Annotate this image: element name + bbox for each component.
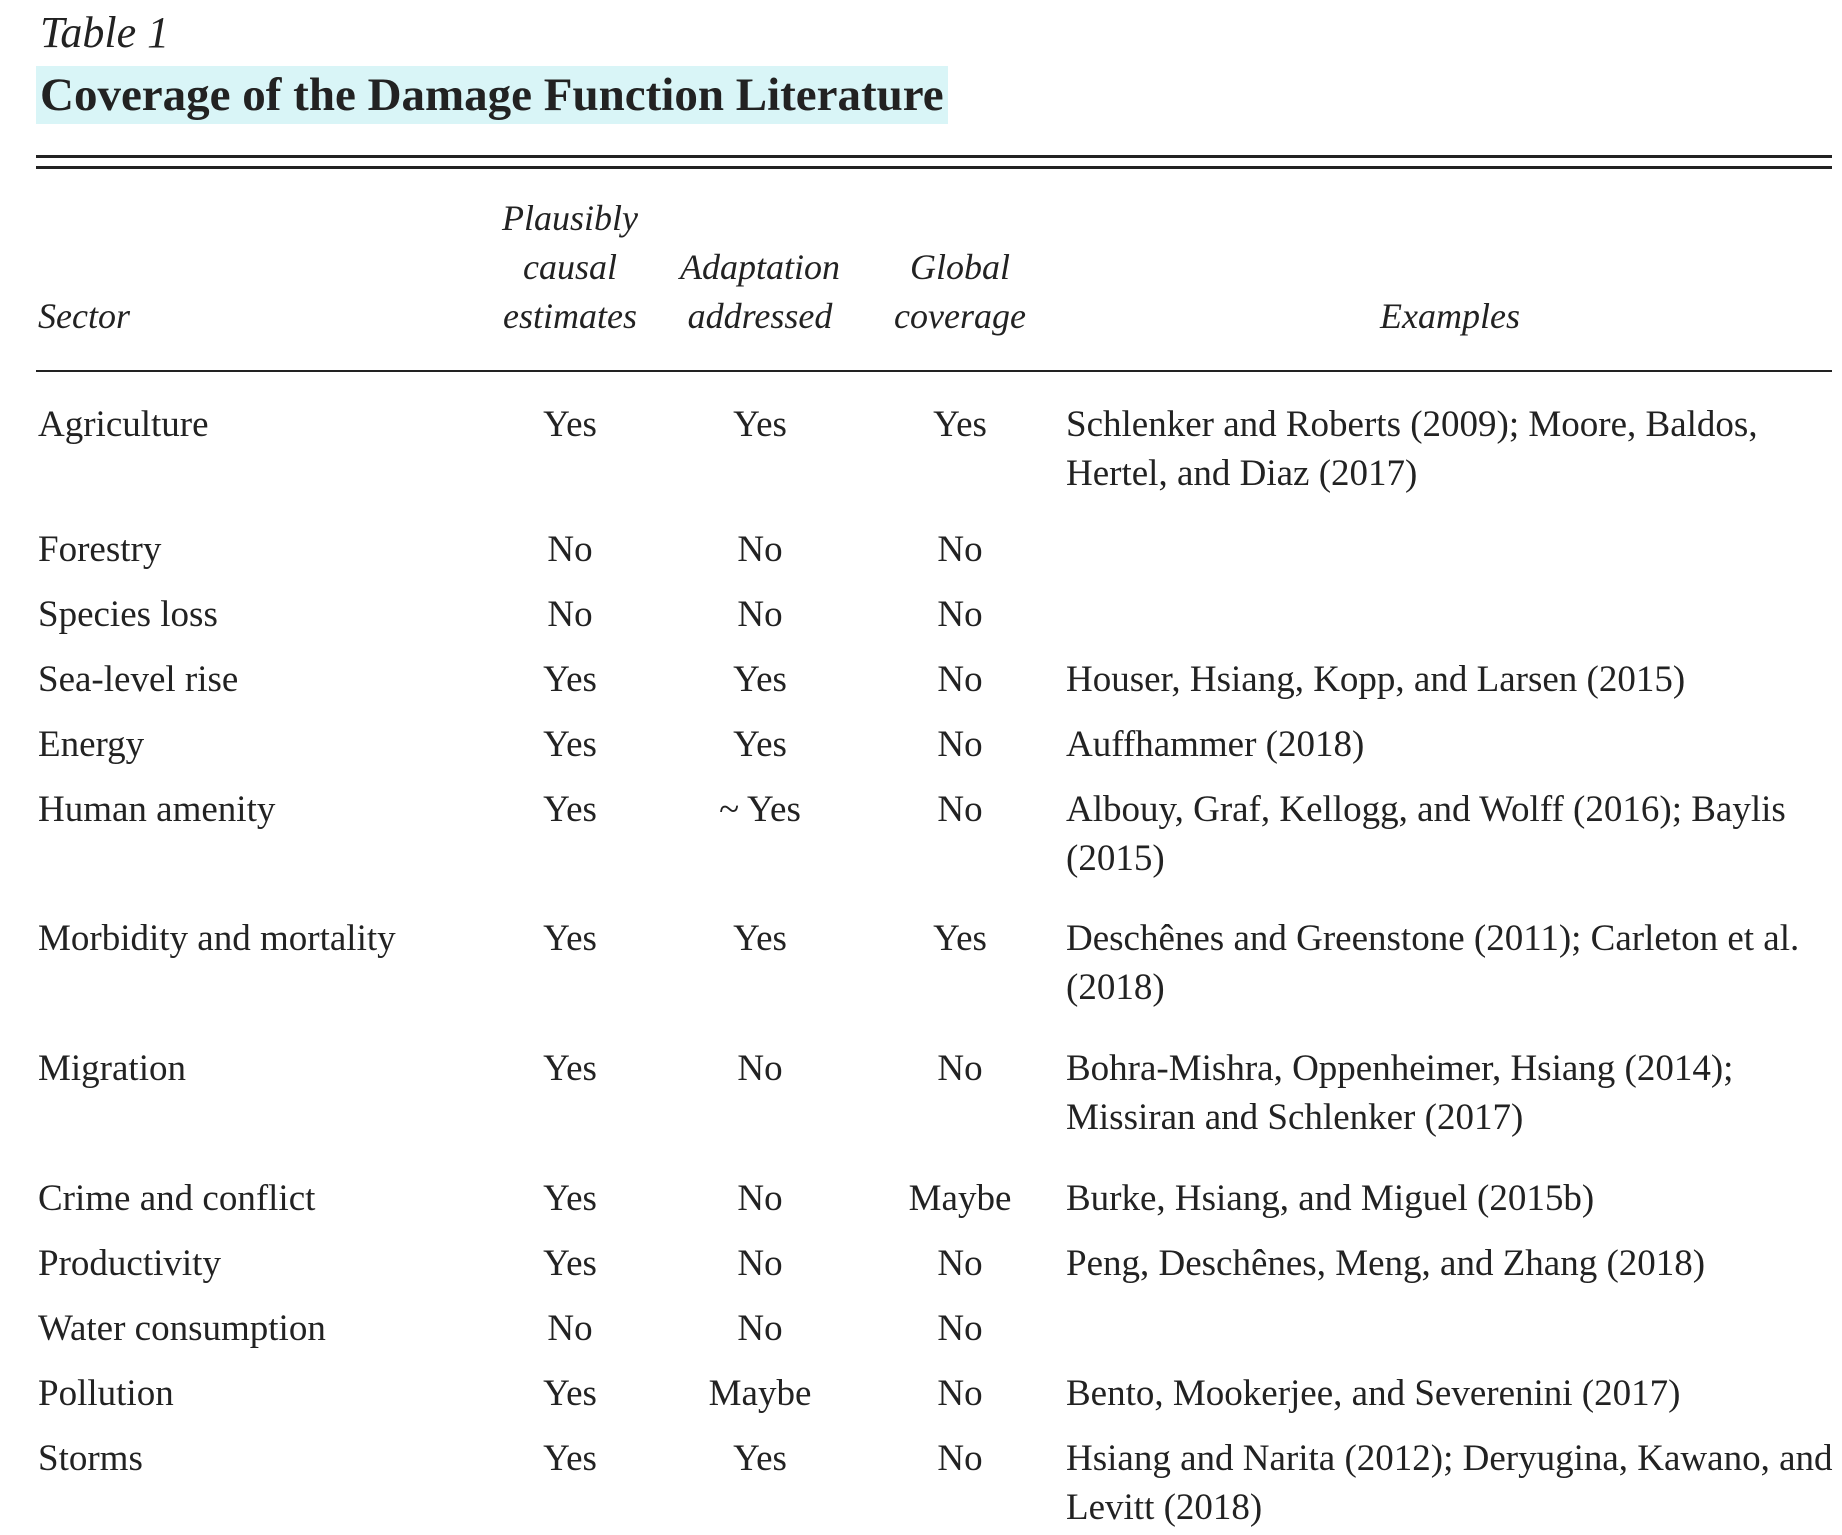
cell-sector: Human amenity <box>38 789 276 830</box>
cell-global: No <box>937 529 983 570</box>
header-global-coverage: Global coverage <box>880 243 1040 341</box>
cell-sector: Productivity <box>38 1243 221 1284</box>
cell-causal: No <box>547 594 593 635</box>
cell-global: No <box>937 594 983 635</box>
cell-sector: Water consumption <box>38 1308 326 1349</box>
header-causal-estimates: Plausibly causal estimates <box>480 194 660 341</box>
cell-adaptation: No <box>737 1178 783 1219</box>
cell-examples: Hsiang and Narita (2012); Deryugina, Kaw… <box>1066 1438 1833 1528</box>
header-examples-label: Examples <box>1380 296 1520 336</box>
cell-adaptation: No <box>737 594 783 635</box>
cell-causal: Yes <box>543 659 597 700</box>
cell-global: Yes <box>933 918 987 959</box>
cell-global: No <box>937 1373 983 1414</box>
cell-adaptation: Yes <box>733 1438 787 1479</box>
header-causal-line: Plausibly <box>502 198 638 238</box>
cell-examples: Bohra-Mishra, Oppenheimer, Hsiang (2014)… <box>1066 1048 1734 1138</box>
top-rule <box>36 155 1832 158</box>
header-global-line: Global <box>909 247 1010 287</box>
header-global-line: coverage <box>894 296 1026 336</box>
cell-adaptation: No <box>737 1048 783 1089</box>
cell-causal: Yes <box>543 918 597 959</box>
cell-adaptation: Yes <box>733 404 787 445</box>
cell-causal: Yes <box>543 789 597 830</box>
cell-causal: Yes <box>543 1438 597 1479</box>
cell-sector: Agriculture <box>38 404 209 445</box>
cell-sector: Crime and conflict <box>38 1178 316 1219</box>
cell-examples: Schlenker and Roberts (2009); Moore, Bal… <box>1066 404 1758 494</box>
cell-global: No <box>937 724 983 765</box>
cell-examples: Burke, Hsiang, and Miguel (2015b) <box>1066 1178 1595 1219</box>
cell-causal: Yes <box>543 1243 597 1284</box>
header-causal-line: estimates <box>503 296 637 336</box>
cell-sector: Migration <box>38 1048 186 1089</box>
cell-causal: No <box>547 1308 593 1349</box>
cell-sector: Sea-level rise <box>38 659 239 700</box>
header-adaptation-addressed: Adaptation addressed <box>660 243 860 341</box>
cell-causal: Yes <box>543 724 597 765</box>
cell-global: No <box>937 1243 983 1284</box>
cell-global: Maybe <box>908 1178 1012 1219</box>
cell-sector: Storms <box>38 1438 143 1479</box>
cell-global: No <box>937 1048 983 1089</box>
header-causal-line: causal <box>523 247 617 287</box>
cell-adaptation: Yes <box>733 918 787 959</box>
header-sector: Sector <box>38 292 130 341</box>
cell-examples: Auffhammer (2018) <box>1066 724 1365 765</box>
cell-examples: Houser, Hsiang, Kopp, and Larsen (2015) <box>1066 659 1686 700</box>
cell-global: Yes <box>933 404 987 445</box>
cell-sector: Forestry <box>38 529 162 570</box>
cell-causal: No <box>547 529 593 570</box>
cell-adaptation: Yes <box>733 659 787 700</box>
table-label: Table 1 <box>40 8 170 57</box>
cell-sector: Morbidity and mortality <box>38 918 396 959</box>
cell-examples: Deschênes and Greenstone (2011); Carleto… <box>1066 918 1800 1008</box>
cell-sector: Species loss <box>38 594 218 635</box>
cell-examples: Peng, Deschênes, Meng, and Zhang (2018) <box>1066 1243 1706 1284</box>
cell-examples: Bento, Mookerjee, and Severenini (2017) <box>1066 1373 1681 1414</box>
header-rule <box>36 370 1832 372</box>
header-sector-label: Sector <box>38 296 130 336</box>
cell-causal: Yes <box>543 1048 597 1089</box>
table-title: Coverage of the Damage Function Literatu… <box>36 66 948 124</box>
cell-causal: Yes <box>543 1373 597 1414</box>
cell-global: No <box>937 1438 983 1479</box>
cell-sector: Pollution <box>38 1373 174 1414</box>
cell-causal: Yes <box>543 404 597 445</box>
cell-adaptation: No <box>737 1308 783 1349</box>
cell-adaptation: Maybe <box>708 1373 812 1414</box>
cell-global: No <box>937 1308 983 1349</box>
top-rule-second <box>36 166 1832 169</box>
cell-adaptation: No <box>737 529 783 570</box>
cell-adaptation: No <box>737 1243 783 1284</box>
cell-global: No <box>937 659 983 700</box>
cell-examples: Albouy, Graf, Kellogg, and Wolff (2016);… <box>1066 789 1786 879</box>
header-adaptation-line: Adaptation <box>680 247 840 287</box>
cell-sector: Energy <box>38 724 145 765</box>
header-adaptation-line: addressed <box>687 296 833 336</box>
header-examples: Examples <box>1065 292 1835 341</box>
cell-global: No <box>937 789 983 830</box>
cell-causal: Yes <box>543 1178 597 1219</box>
cell-adaptation: Yes <box>733 724 787 765</box>
cell-adaptation: ~ Yes <box>719 789 801 830</box>
